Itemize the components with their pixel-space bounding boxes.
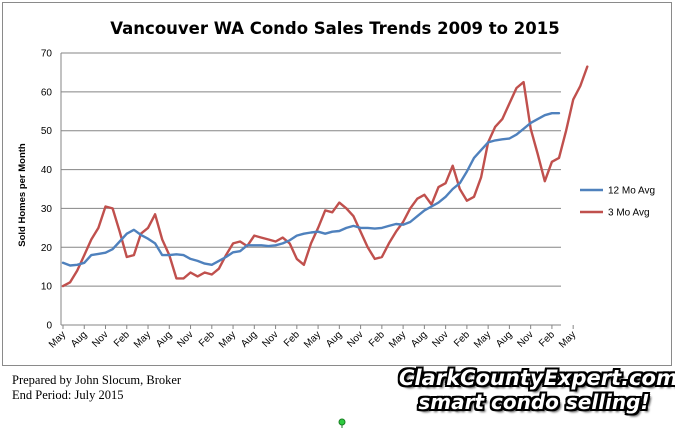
x-tick-label: May (302, 329, 323, 350)
x-tick-label: Nov (260, 329, 280, 349)
x-axis: May Aug Nov Feb May Aug Nov Feb May Aug Nov Feb May A… (47, 325, 578, 350)
legend-label: 12 Mo Avg (608, 186, 655, 197)
caption-line-2: End Period: July 2015 (12, 388, 124, 402)
x-tick-label: May (217, 329, 238, 350)
x-tick-label: Feb (367, 329, 387, 349)
series-group (61, 65, 589, 288)
x-tick-label: Nov (430, 329, 450, 349)
x-tick-label: Feb (452, 329, 472, 349)
x-tick-label: May (557, 329, 578, 350)
y-tick-label: 20 (41, 243, 53, 254)
x-tick-label: May (132, 329, 153, 350)
caption-line-1: Prepared by John Slocum, Broker (12, 373, 182, 387)
y-tick-label: 60 (41, 87, 53, 98)
x-tick-label: Nov (90, 329, 110, 349)
x-tick-label: Aug (239, 329, 259, 349)
x-tick-label: Nov (515, 329, 535, 349)
brand-line-1: ClarkCountyExpert.com (399, 366, 675, 390)
brand-logo: ClarkCountyExpert.com smart condo sellin… (399, 366, 675, 414)
x-tick-label: Aug (494, 329, 514, 349)
x-tick-label: Aug (409, 329, 429, 349)
x-tick-label: Feb (537, 329, 557, 349)
x-tick-label: Feb (197, 329, 217, 349)
x-tick-label: Aug (324, 329, 344, 349)
chart-frame: Vancouver WA Condo Sales Trends 2009 to … (2, 2, 672, 366)
x-tick-label: May (47, 329, 68, 350)
x-tick-label: Feb (282, 329, 302, 349)
y-tick-label: 70 (41, 49, 53, 60)
x-tick-label: Feb (112, 329, 132, 349)
legend: 12 Mo Avg 3 Mo Avg (580, 186, 655, 219)
y-tick-label: 40 (41, 165, 53, 176)
x-tick-label: Aug (69, 329, 89, 349)
x-tick-label: Nov (345, 329, 365, 349)
x-tick-label: May (472, 329, 493, 350)
x-tick-label: Aug (154, 329, 174, 349)
y-axis-label: Sold Homes per Month (17, 143, 28, 247)
caption: Prepared by John Slocum, Broker End Peri… (12, 373, 181, 403)
y-tick-label: 10 (41, 282, 53, 293)
chart-title: Vancouver WA Condo Sales Trends 2009 to … (110, 19, 559, 38)
line-chart: Vancouver WA Condo Sales Trends 2009 to … (17, 19, 655, 350)
grid (60, 52, 561, 326)
x-tick-label: Nov (175, 329, 195, 349)
series-line-3-mo-avg (61, 65, 589, 288)
y-tick-label: 0 (46, 321, 52, 332)
series-line-12-mo-avg (61, 111, 561, 267)
y-tick-label: 30 (41, 204, 53, 215)
map-pin-icon (338, 418, 346, 428)
y-axis: 0 10 20 30 40 50 60 70 (41, 49, 53, 332)
legend-label: 3 Mo Avg (608, 208, 650, 219)
y-tick-label: 50 (41, 126, 53, 137)
x-tick-label: May (387, 329, 408, 350)
brand-line-2: smart condo selling! (418, 390, 650, 414)
